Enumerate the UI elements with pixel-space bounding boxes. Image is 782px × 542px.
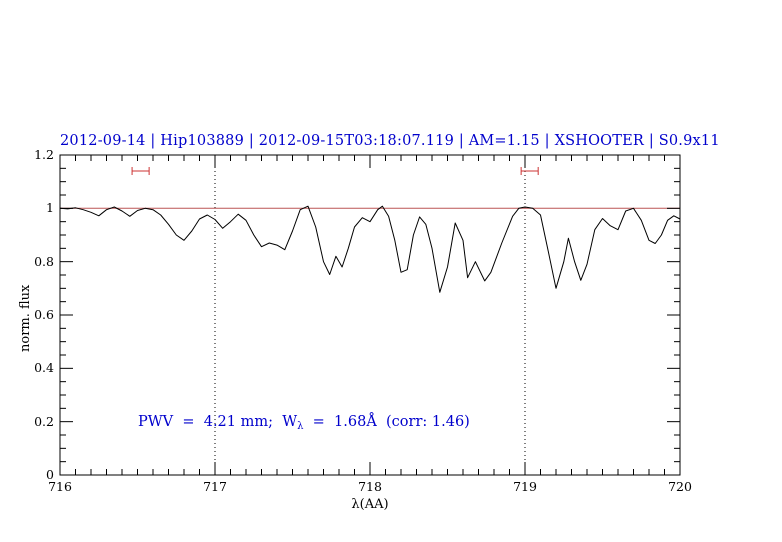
x-tick-label-718: 718: [358, 479, 382, 494]
y-tick-label-0.4: 0.4: [34, 360, 54, 376]
pwv-annotation-text: PWV = 4.21 mm; W: [138, 414, 298, 430]
x-tick-label-717: 717: [203, 479, 227, 494]
pwv-annotation-text2: = 1.68Å (corr: 1.46): [303, 414, 470, 430]
y-tick-label-1.2: 1.2: [34, 147, 54, 162]
y-tick-label-0.6: 0.6: [34, 307, 54, 322]
pwv-annotation: PWV = 4.21 mm; Wλ = 1.68Å (corr: 1.46): [138, 414, 470, 432]
x-tick-label-720: 720: [668, 479, 692, 494]
x-tick-label-716: 716: [48, 479, 72, 494]
series-spectrum: [59, 205, 681, 293]
y-tick-label-0: 0: [46, 467, 54, 482]
x-axis-label: λ(AA): [351, 497, 389, 512]
y-tick-label-0.8: 0.8: [34, 253, 54, 269]
lambda-subscript: λ: [297, 421, 304, 432]
plot-title: 2012-09-14 | Hip103889 | 2012-09-15T03:1…: [60, 133, 720, 149]
y-tick-label-0.2: 0.2: [34, 413, 54, 429]
y-tick-label-1: 1: [46, 200, 54, 216]
x-tick-label-719: 719: [513, 479, 537, 494]
